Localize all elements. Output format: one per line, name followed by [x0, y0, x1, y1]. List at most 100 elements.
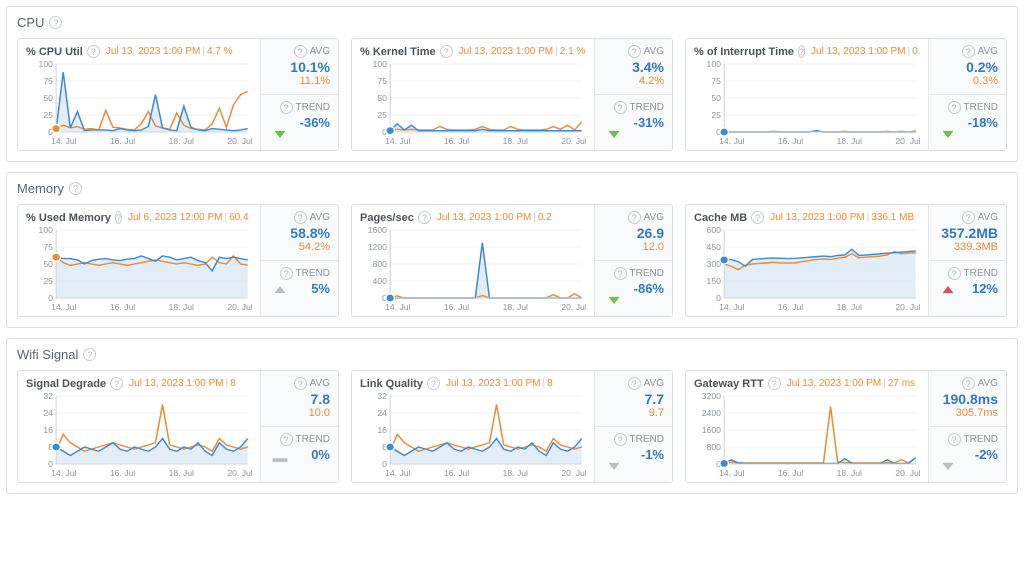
- help-icon[interactable]: ?: [418, 211, 431, 224]
- help-icon[interactable]: ?: [962, 211, 975, 224]
- chart-area[interactable]: Cache MB?Jul 13, 2023 1:00 PM|336.1 MB01…: [686, 205, 928, 316]
- svg-text:20. Jul: 20. Jul: [895, 302, 920, 312]
- chart-area[interactable]: % of Interrupt Time?Jul 13, 2023 1:00 PM…: [686, 39, 928, 150]
- help-icon[interactable]: ?: [614, 101, 627, 114]
- chart-area[interactable]: Signal Degrade?Jul 13, 2023 1:00 PM|8081…: [18, 371, 260, 482]
- svg-text:300: 300: [707, 259, 722, 269]
- hover-readout: Jul 13, 2023 1:00 PM|0.2: [437, 212, 552, 223]
- svg-text:25: 25: [43, 276, 53, 286]
- help-icon[interactable]: ?: [628, 377, 641, 390]
- stats-side: ?AVG26.912.0?TREND-86%: [594, 205, 672, 316]
- chart-header: Link Quality?Jul 13, 2023 1:00 PM|8: [360, 377, 586, 390]
- help-icon[interactable]: ?: [110, 377, 123, 390]
- chart-title: Signal Degrade: [26, 378, 106, 390]
- help-icon[interactable]: ?: [798, 45, 805, 58]
- trend-box: ?TREND-2%: [928, 426, 1006, 482]
- avg-secondary: 0.3%: [937, 75, 998, 87]
- svg-text:16. Jul: 16. Jul: [110, 468, 135, 478]
- help-icon[interactable]: ?: [427, 377, 440, 390]
- metric-panel: Pages/sec?Jul 13, 2023 1:00 PM|0.2040080…: [351, 204, 673, 317]
- help-icon[interactable]: ?: [83, 348, 96, 361]
- help-icon[interactable]: ?: [948, 101, 961, 114]
- metric-panel: Signal Degrade?Jul 13, 2023 1:00 PM|8081…: [17, 370, 339, 483]
- avg-secondary: 305.7ms: [937, 407, 998, 419]
- svg-text:50: 50: [711, 93, 721, 103]
- svg-text:32: 32: [43, 392, 53, 401]
- svg-text:20. Jul: 20. Jul: [895, 468, 920, 478]
- help-icon[interactable]: ?: [962, 45, 975, 58]
- help-icon[interactable]: ?: [280, 101, 293, 114]
- help-icon[interactable]: ?: [628, 211, 641, 224]
- section-title: CPU?: [17, 15, 1007, 30]
- section-wifi signal: Wifi Signal?Signal Degrade?Jul 13, 2023 …: [6, 338, 1018, 494]
- svg-text:20. Jul: 20. Jul: [227, 468, 252, 478]
- help-icon[interactable]: ?: [751, 211, 764, 224]
- svg-text:75: 75: [43, 242, 53, 252]
- help-icon[interactable]: ?: [87, 45, 100, 58]
- avg-label: ?AVG: [937, 211, 998, 224]
- avg-primary: 7.7: [603, 391, 664, 407]
- help-icon[interactable]: ?: [948, 433, 961, 446]
- svg-text:16. Jul: 16. Jul: [444, 302, 469, 312]
- help-icon[interactable]: ?: [280, 267, 293, 280]
- trend-label: ?TREND: [269, 267, 330, 280]
- help-icon[interactable]: ?: [294, 377, 307, 390]
- avg-label: ?AVG: [603, 211, 664, 224]
- help-icon[interactable]: ?: [440, 45, 453, 58]
- trend-label: ?TREND: [269, 433, 330, 446]
- svg-text:16. Jul: 16. Jul: [778, 302, 803, 312]
- avg-primary: 357.2MB: [937, 225, 998, 241]
- trend-arrow-icon: [269, 450, 291, 472]
- help-icon[interactable]: ?: [115, 211, 122, 224]
- help-icon[interactable]: ?: [294, 211, 307, 224]
- avg-secondary: 4.2%: [603, 75, 664, 87]
- svg-text:100: 100: [707, 60, 722, 69]
- hover-readout: Jul 13, 2023 1:00 PM|0.1 %: [811, 46, 920, 57]
- avg-secondary: 339.3MB: [937, 241, 998, 253]
- help-icon[interactable]: ?: [614, 267, 627, 280]
- help-icon[interactable]: ?: [628, 45, 641, 58]
- metric-panel: % of Interrupt Time?Jul 13, 2023 1:00 PM…: [685, 38, 1007, 151]
- svg-text:600: 600: [707, 226, 722, 235]
- svg-text:20. Jul: 20. Jul: [561, 468, 586, 478]
- help-icon[interactable]: ?: [280, 433, 293, 446]
- hover-readout: Jul 13, 2023 1:00 PM|27 ms: [787, 378, 915, 389]
- avg-box: ?AVG357.2MB339.3MB: [928, 205, 1006, 260]
- chart-area[interactable]: Link Quality?Jul 13, 2023 1:00 PM|808162…: [352, 371, 594, 482]
- svg-text:20. Jul: 20. Jul: [561, 136, 586, 146]
- panel-row: % CPU Util?Jul 13, 2023 1:00 PM|4.7 %025…: [17, 38, 1007, 151]
- chart-area[interactable]: % Used Memory?Jul 6, 2023 12:00 PM|60.4 …: [18, 205, 260, 316]
- svg-text:16. Jul: 16. Jul: [444, 136, 469, 146]
- avg-box: ?AVG58.8%54.2%: [260, 205, 338, 260]
- chart-header: % Used Memory?Jul 6, 2023 12:00 PM|60.4 …: [26, 211, 252, 224]
- chart-area[interactable]: Pages/sec?Jul 13, 2023 1:00 PM|0.2040080…: [352, 205, 594, 316]
- chart-area[interactable]: % CPU Util?Jul 13, 2023 1:00 PM|4.7 %025…: [18, 39, 260, 150]
- avg-box: ?AVG7.79.7: [594, 371, 672, 426]
- avg-label: ?AVG: [937, 377, 998, 390]
- help-icon[interactable]: ?: [69, 182, 82, 195]
- svg-text:16. Jul: 16. Jul: [778, 136, 803, 146]
- stats-side: ?AVG357.2MB339.3MB?TREND12%: [928, 205, 1006, 316]
- svg-text:16. Jul: 16. Jul: [444, 468, 469, 478]
- trend-box: ?TREND0%: [260, 426, 338, 482]
- trend-label: ?TREND: [937, 433, 998, 446]
- trend-arrow-icon: [603, 450, 625, 472]
- chart-title: % Used Memory: [26, 212, 111, 224]
- help-icon[interactable]: ?: [948, 267, 961, 280]
- help-icon[interactable]: ?: [294, 45, 307, 58]
- help-icon[interactable]: ?: [614, 433, 627, 446]
- chart-header: % Kernel Time?Jul 13, 2023 1:00 PM|2.1 %: [360, 45, 586, 58]
- svg-text:14. Jul: 14. Jul: [385, 468, 410, 478]
- help-icon[interactable]: ?: [49, 16, 62, 29]
- trend-box: ?TREND-36%: [260, 94, 338, 150]
- svg-text:24: 24: [377, 408, 387, 418]
- chart-header: % of Interrupt Time?Jul 13, 2023 1:00 PM…: [694, 45, 920, 58]
- help-icon[interactable]: ?: [768, 377, 781, 390]
- help-icon[interactable]: ?: [962, 377, 975, 390]
- hover-readout: Jul 13, 2023 1:00 PM|8: [446, 378, 553, 389]
- chart-title: Gateway RTT: [694, 378, 764, 390]
- chart-area[interactable]: Gateway RTT?Jul 13, 2023 1:00 PM|27 ms08…: [686, 371, 928, 482]
- trend-arrow-icon: [937, 450, 959, 472]
- chart-area[interactable]: % Kernel Time?Jul 13, 2023 1:00 PM|2.1 %…: [352, 39, 594, 150]
- svg-text:2400: 2400: [702, 408, 722, 418]
